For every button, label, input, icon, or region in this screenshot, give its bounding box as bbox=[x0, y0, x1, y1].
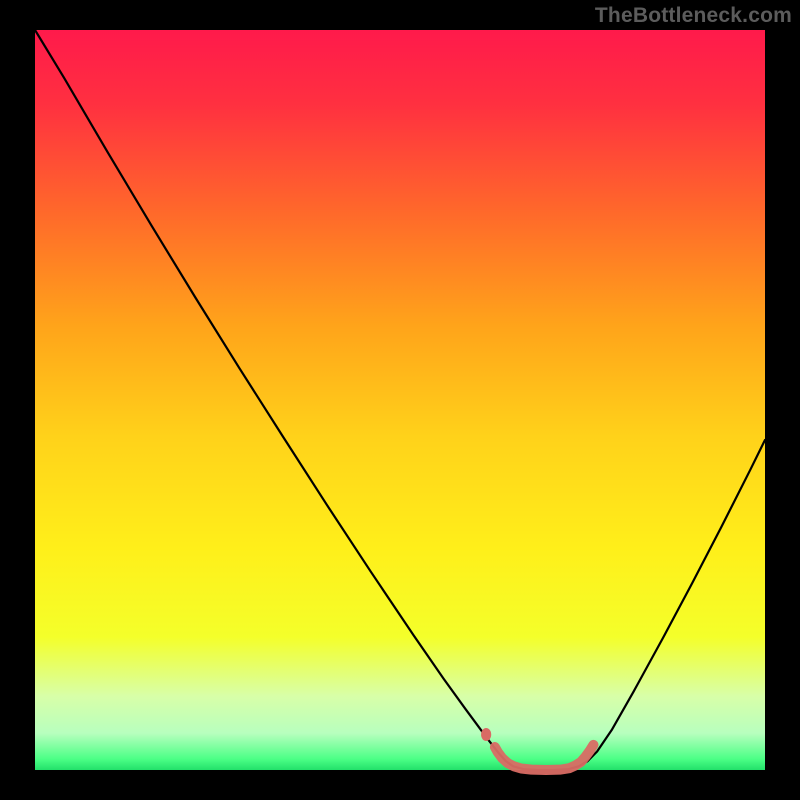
chart-container: TheBottleneck.com bbox=[0, 0, 800, 800]
bottleneck-chart bbox=[0, 0, 800, 800]
plot-background bbox=[35, 30, 765, 770]
marker-dot bbox=[481, 728, 491, 741]
watermark-text: TheBottleneck.com bbox=[595, 4, 792, 28]
